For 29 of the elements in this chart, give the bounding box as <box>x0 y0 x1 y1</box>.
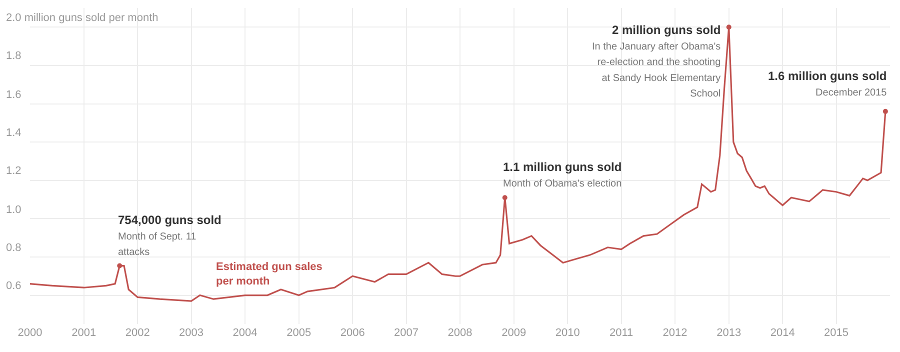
series-label: Estimated gun sales per month <box>216 261 322 288</box>
x-tick-label: 2010 <box>555 327 580 339</box>
x-tick-label: 2002 <box>125 327 150 339</box>
y-tick-label: 1.2 <box>6 165 22 177</box>
x-tick-label: 2001 <box>72 327 96 339</box>
x-tick-label: 2004 <box>232 327 258 339</box>
x-tick-label: 2011 <box>609 327 634 339</box>
annotation: 754,000 guns sold Month of Sept. 11 attacks <box>118 213 222 258</box>
annotation: 1.6 million guns sold December 2015 <box>768 69 888 99</box>
x-tick-label: 2014 <box>770 327 795 339</box>
y-tick-label: 1.6 <box>6 89 22 101</box>
y-tick-label: 1.8 <box>6 50 22 62</box>
x-tick-label: 2012 <box>662 327 688 339</box>
y-tick-label: 0.8 <box>6 242 22 254</box>
annotation: 1.1 million guns sold Month of Obama's election <box>503 160 622 190</box>
x-tick-label: 2000 <box>18 327 42 339</box>
x-tick-label: 2007 <box>394 327 419 339</box>
x-tick-label: 2003 <box>179 327 204 339</box>
x-tick-label: 2005 <box>286 327 312 339</box>
y-tick-label: 1.0 <box>6 204 22 216</box>
annotation: 2 million guns sold In the January after Obama's re-election and the shooting at Sandy Hook Elementary School <box>592 23 721 100</box>
x-tick-label: 2008 <box>448 327 472 339</box>
y-tick-label: 2.0 million guns sold per month <box>6 12 158 24</box>
x-tick-label: 2013 <box>716 327 742 339</box>
x-tick-label: 2006 <box>340 327 365 339</box>
x-tick-label: 2009 <box>502 327 526 339</box>
y-tick-label: 0.6 <box>6 280 22 292</box>
y-tick-label: 1.4 <box>6 127 22 139</box>
x-tick-label: 2015 <box>824 327 849 339</box>
